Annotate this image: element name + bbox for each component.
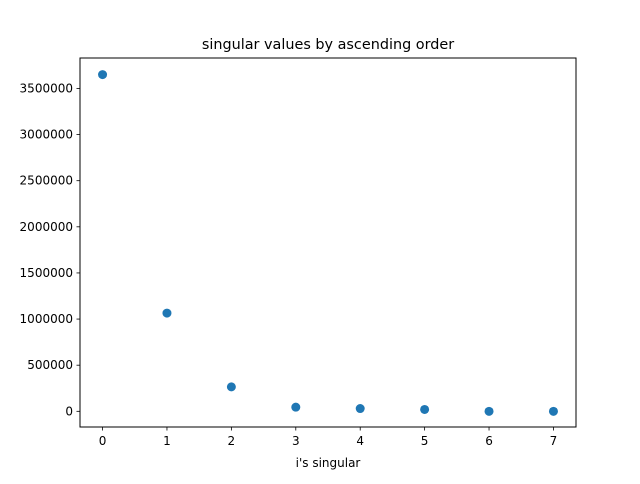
y-tick-label: 3500000 <box>20 81 73 95</box>
data-point <box>226 382 236 392</box>
data-point <box>291 402 301 412</box>
x-tick-label: 7 <box>550 434 558 448</box>
plot-frame <box>79 57 577 428</box>
y-tick-label: 1000000 <box>20 312 73 326</box>
x-tick-label: 4 <box>356 434 364 448</box>
y-tick-label: 2000000 <box>20 220 73 234</box>
data-point <box>355 404 365 414</box>
y-tick-label: 500000 <box>27 358 73 372</box>
data-point <box>420 404 430 414</box>
x-tick-label: 5 <box>421 434 429 448</box>
y-tick-label: 2500000 <box>20 174 73 188</box>
x-tick-label: 2 <box>228 434 236 448</box>
x-tick-label: 1 <box>163 434 171 448</box>
data-point <box>548 406 558 416</box>
data-point <box>98 70 108 80</box>
x-tick-label: 3 <box>292 434 300 448</box>
y-tick-label: 1500000 <box>20 266 73 280</box>
x-axis-label: i's singular <box>296 456 361 470</box>
data-point <box>162 308 172 318</box>
data-point <box>484 406 494 416</box>
x-tick-label: 6 <box>485 434 493 448</box>
data-points <box>98 70 558 416</box>
y-axis: 0 500000 1000000 1500000 2000000 2500000 30000… <box>20 81 80 418</box>
x-axis: 0 1 2 3 4 5 6 7 <box>99 427 558 448</box>
chart-title: singular values by ascending order <box>202 37 454 53</box>
x-tick-label: 0 <box>99 434 107 448</box>
y-tick-label: 3000000 <box>20 128 73 142</box>
y-tick-label: 0 <box>65 404 73 418</box>
